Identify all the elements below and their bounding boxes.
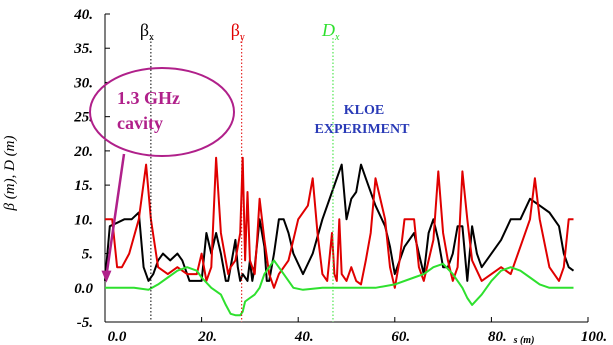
beta-y-label: βy: [231, 20, 245, 43]
cavity-label-line2: cavity: [117, 113, 163, 133]
y-axis-label: β (m), D (m): [2, 136, 18, 212]
annotations: βx βy Dx 1.3 GHz cavity KLOE EXPERIMENT: [89, 20, 411, 322]
y-tick-label: 15.: [74, 178, 93, 194]
kloe-label-line1: KLOE: [344, 103, 384, 118]
beta-x-label: βx: [140, 20, 154, 43]
axes: [104, 13, 589, 323]
dispersion-x-line: [105, 259, 574, 317]
y-tick-label: 20.: [73, 144, 93, 160]
x-tick-label: 0.0: [108, 329, 127, 345]
y-tick-label: 25.: [73, 110, 93, 126]
dx-label: Dx: [321, 20, 340, 43]
x-tick-label: 40.: [294, 329, 314, 345]
tick-labels: -5. 0.0 5. 10. 15. 20. 25. 30. 35. 40. 0.0 20. 40. 60…: [73, 7, 607, 345]
x-axis-label: s (m): [513, 335, 535, 345]
y-tick-label: 10.: [74, 212, 93, 228]
y-tick-label: 5.: [82, 247, 93, 263]
y-tick-label: 35.: [73, 41, 93, 57]
kloe-label-line2: EXPERIMENT: [315, 122, 411, 137]
y-tick-label: -5.: [77, 315, 93, 331]
cavity-label-line1: 1.3 GHz: [117, 88, 180, 108]
x-tick-label: 80.: [488, 329, 507, 345]
cavity-arrowhead: [101, 270, 112, 283]
y-tick-label: 40.: [73, 7, 93, 23]
x-tick-label: 100.: [581, 329, 607, 345]
x-tick-label: 20.: [197, 329, 217, 345]
cavity-arrow-line: [105, 153, 126, 276]
cavity-ellipse: [89, 67, 235, 157]
y-tick-label: 0.0: [74, 281, 93, 297]
beta-x-line: [104, 163, 575, 282]
x-tick-label: 60.: [391, 329, 410, 345]
series-group: [104, 156, 575, 317]
beta-y-line: [105, 156, 574, 289]
y-tick-label: 30.: [73, 75, 93, 91]
